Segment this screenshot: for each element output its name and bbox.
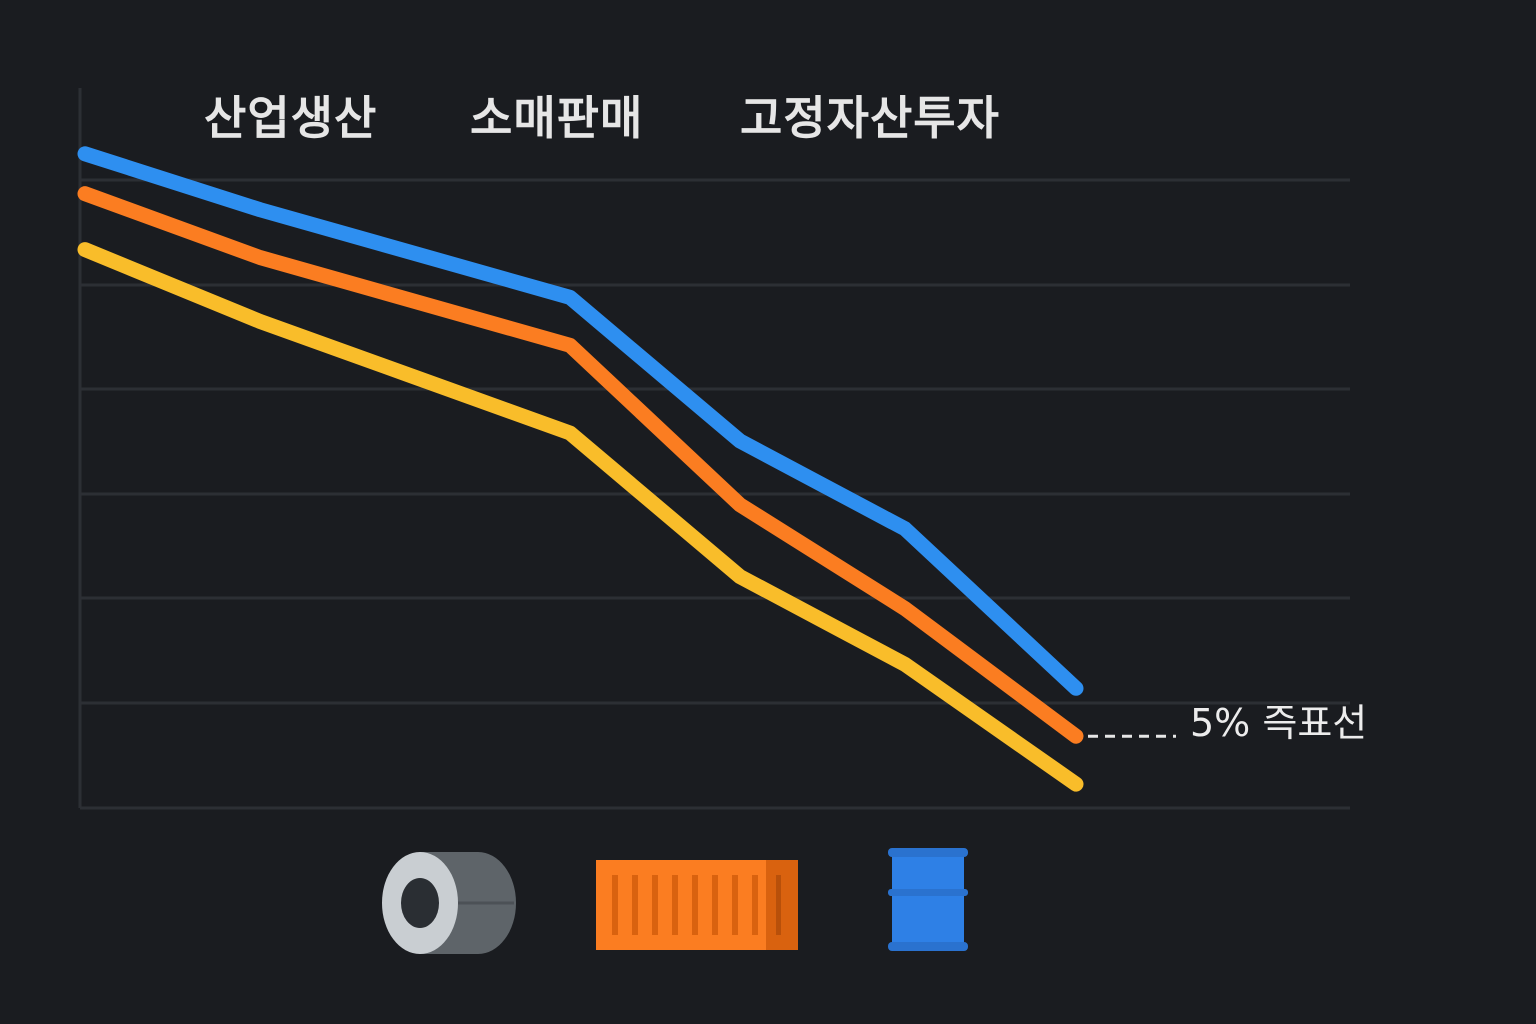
oil-barrel-icon — [888, 848, 968, 951]
series-line-0 — [85, 154, 1076, 689]
series-line-1 — [85, 194, 1076, 737]
legend-label-industrial-production: 산업생산 — [204, 82, 377, 148]
axes — [80, 88, 1350, 808]
target-line-label: 5% 즉표선 — [1190, 692, 1367, 747]
series-lines — [85, 154, 1076, 785]
shipping-container-icon — [596, 860, 798, 950]
legend-label-retail-sales: 소매판매 — [470, 82, 643, 148]
legend-label-fixed-asset-investment: 고정자산투자 — [740, 82, 1000, 148]
steel-coil-icon — [382, 852, 516, 954]
